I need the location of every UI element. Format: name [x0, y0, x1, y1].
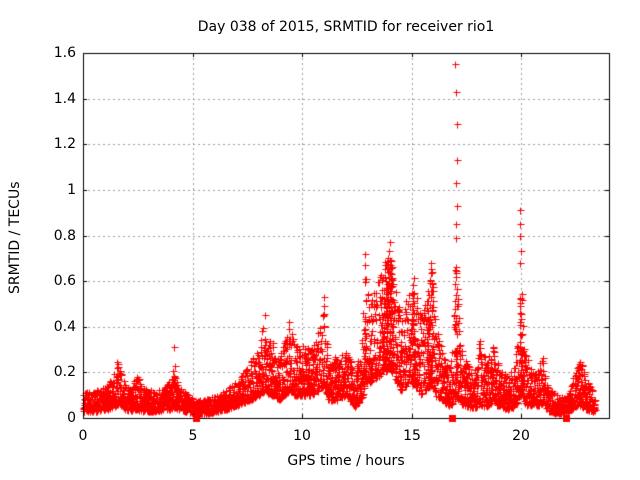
y-tick-label: 1.4: [53, 91, 76, 107]
x-tick-label: 5: [188, 428, 198, 444]
x-tick-label: 15: [403, 428, 421, 444]
y-tick-label: 0.2: [53, 364, 76, 380]
y-tick-label: 1: [67, 182, 76, 198]
y-tick-label: 1.2: [53, 136, 76, 152]
x-axis-label: GPS time / hours: [287, 453, 405, 469]
chart-title: Day 038 of 2015, SRMTID for receiver rio…: [197, 19, 495, 35]
y-tick-label: 1.6: [53, 45, 76, 61]
y-tick-label: 0: [67, 410, 76, 426]
y-tick-label: 0.8: [53, 228, 76, 244]
x-tick-label: 0: [78, 428, 88, 444]
x-tick-label: 10: [293, 428, 311, 444]
y-tick-label: 0.4: [53, 319, 76, 335]
y-tick-label: 0.6: [53, 273, 76, 289]
x-tick-label: 20: [512, 428, 530, 444]
